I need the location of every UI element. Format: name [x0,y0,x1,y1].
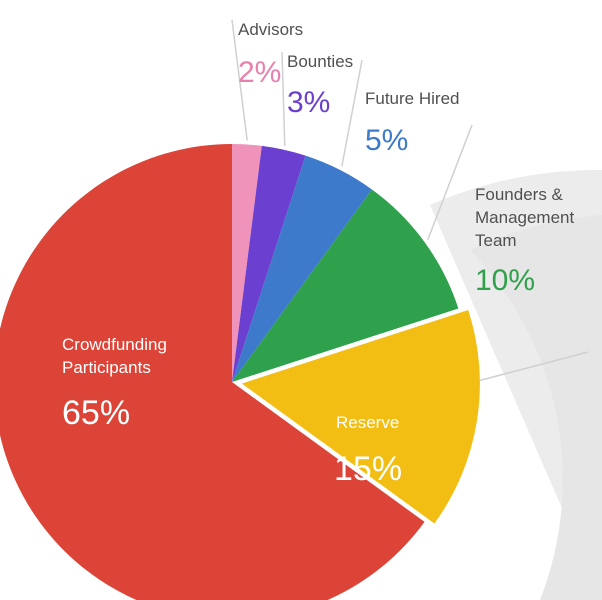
leader-founders [427,124,473,241]
label-future-hired-name: Future Hired [365,89,459,108]
leader-founders-lower [473,351,589,383]
label-founders-value: 10% [475,264,535,297]
slice-crowdfunding [0,144,425,600]
leader-bounties [281,51,286,146]
label-crowdfunding-value: 65% [62,394,130,432]
label-future-hired-value: 5% [365,124,408,157]
decorative-background [430,169,602,600]
slice-reserve [241,310,480,524]
label-founders-line-1: Founders & [475,185,564,204]
label-bounties-value: 3% [287,86,330,119]
slice-bounties [232,145,306,382]
leader-advisors [231,19,248,141]
slice-labels: Advisors 2% Bounties 3% Future Hired 5% … [62,20,575,488]
label-advisors-name: Advisors [238,20,303,39]
label-crowdfunding-line-1: Crowdfunding [62,335,167,354]
label-advisors-value: 2% [238,56,281,89]
label-founders-line-2: Management [475,208,575,227]
label-reserve-value: 15% [334,450,402,488]
slice-future-hired [232,155,372,382]
background-arc-inner [470,215,602,600]
label-reserve-name: Reserve [336,413,399,432]
label-founders-line-3: Team [475,231,517,250]
label-bounties-name: Bounties [287,52,353,71]
pie-slices [0,144,480,600]
leader-future-hired [341,59,363,167]
leader-lines [231,19,589,383]
slice-founders [232,189,459,382]
slice-advisors [232,144,262,382]
label-crowdfunding-line-2: Participants [62,358,151,377]
